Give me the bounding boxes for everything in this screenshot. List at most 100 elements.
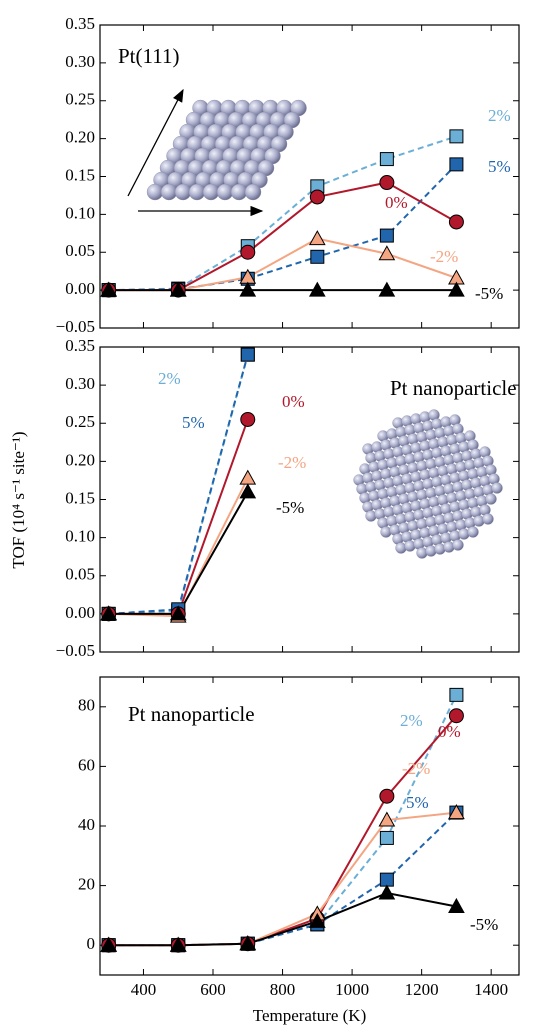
marker [239, 483, 257, 499]
marker [448, 897, 465, 913]
marker [379, 872, 394, 887]
marker [100, 605, 118, 621]
marker [169, 605, 187, 621]
y-tick-label: 0.05 [65, 241, 95, 260]
series-line [108, 811, 458, 947]
series-line [108, 237, 457, 292]
illustrations [127, 88, 503, 559]
marker [239, 469, 257, 485]
atom [202, 183, 220, 201]
panel-title: Pt nanoparticle [390, 376, 517, 400]
panel: −0.05 0.00 0.05 0.10 0.15 0.20 0.25 0.30 0.35 Pt(… [56, 14, 520, 336]
marker [240, 411, 256, 427]
marker [169, 281, 187, 297]
series-label: -5% [276, 498, 304, 517]
atom [160, 183, 178, 201]
marker [308, 281, 326, 297]
atom [482, 513, 494, 525]
y-tick-label: 0.20 [65, 128, 95, 147]
marker [309, 189, 325, 205]
marker [378, 811, 396, 827]
x-tick-label: 800 [270, 980, 296, 999]
y-tick-label: 60 [78, 755, 95, 774]
series-line [108, 892, 457, 947]
y-tick-label: 0.35 [65, 14, 95, 33]
y-tick-label: 0.00 [65, 279, 95, 298]
x-tick-label: 1400 [474, 980, 508, 999]
marker [448, 804, 465, 820]
x-tick-label: 600 [200, 980, 226, 999]
y-tick-label: 0.20 [65, 450, 95, 469]
series-label: 5% [406, 793, 429, 812]
atom [467, 526, 479, 538]
atom [491, 482, 503, 494]
y-tick-label: 0.15 [65, 165, 95, 184]
axes-frame [99, 346, 520, 653]
marker [379, 175, 395, 191]
y-tick-label: 0.30 [65, 52, 95, 71]
marker [378, 884, 396, 900]
x-tick-label: 1000 [335, 980, 369, 999]
x-tick-label: 400 [131, 980, 157, 999]
marker [449, 129, 464, 144]
atom [216, 183, 234, 201]
y-tick-label: 0.25 [65, 412, 95, 431]
panel: −0.05 0.00 0.05 0.10 0.15 0.20 0.25 0.30 0.35 Pt … [56, 336, 520, 660]
series-line [108, 694, 458, 947]
series-label: 2% [400, 711, 423, 730]
marker [310, 249, 325, 264]
marker [240, 347, 255, 362]
marker [308, 912, 326, 928]
panel-title: Pt(111) [118, 44, 179, 68]
y-tick-label: 0.05 [65, 565, 95, 584]
axes-frame [99, 24, 520, 329]
series-label: 0% [385, 193, 408, 212]
marker [169, 936, 187, 952]
marker [379, 152, 394, 167]
y-tick-label: 0 [87, 934, 96, 953]
arrow [127, 88, 184, 197]
marker [449, 687, 464, 702]
y-tick-label: 0.15 [65, 488, 95, 507]
marker [449, 157, 464, 172]
y-tick-label: 0.35 [65, 336, 95, 355]
marker [239, 935, 257, 951]
series-label: -5% [475, 284, 503, 303]
series-line [108, 419, 249, 615]
marker [378, 245, 396, 261]
y-tick-label: 0.30 [65, 374, 95, 393]
marker [378, 281, 396, 297]
series-label: -5% [470, 915, 498, 934]
series-label: 5% [182, 413, 205, 432]
series-line [108, 477, 249, 618]
atom [146, 183, 164, 201]
marker [448, 281, 465, 297]
y-tick-label: 0.25 [65, 90, 95, 109]
y-tick-label: 80 [78, 696, 95, 715]
series-label: -2% [402, 759, 430, 778]
y-tick-label: 0.10 [65, 203, 95, 222]
series-line [108, 354, 249, 615]
y-tick-label: −0.05 [56, 317, 95, 336]
atom [452, 539, 464, 551]
series-line [108, 811, 457, 947]
series-label: -2% [278, 453, 306, 472]
atom [485, 493, 497, 505]
panel: 0 20 40 60 80 400 600 800 1000 1200 1400 Temperatur… [78, 676, 520, 1025]
series-line [108, 715, 458, 947]
series-label: 2% [158, 369, 181, 388]
series-label: -2% [430, 247, 458, 266]
marker [379, 228, 394, 243]
marker [100, 281, 118, 297]
y-tick-label: −0.05 [56, 641, 95, 660]
series-line [108, 163, 458, 292]
y-tick-label: 0.10 [65, 527, 95, 546]
marker [448, 214, 464, 230]
axes-frame [99, 676, 520, 976]
marker [448, 708, 464, 724]
atom [244, 183, 262, 201]
marker [308, 230, 326, 246]
series-line [108, 491, 249, 615]
series-line [108, 354, 249, 615]
